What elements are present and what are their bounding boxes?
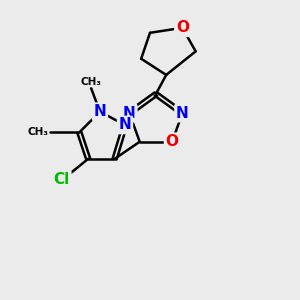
Text: CH₃: CH₃ <box>81 77 102 87</box>
Text: CH₃: CH₃ <box>27 127 48 137</box>
Text: N: N <box>118 118 131 133</box>
Text: Cl: Cl <box>53 172 70 187</box>
Text: N: N <box>123 106 136 121</box>
Text: N: N <box>94 104 106 119</box>
Text: N: N <box>176 106 189 121</box>
Text: O: O <box>176 20 189 35</box>
Text: O: O <box>166 134 178 149</box>
